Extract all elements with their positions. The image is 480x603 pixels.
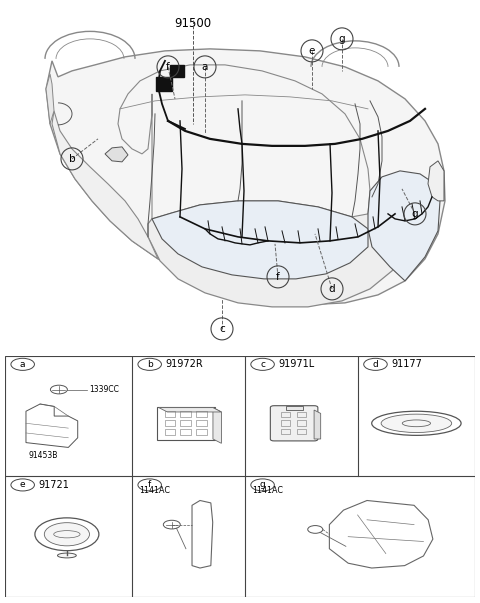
Polygon shape (368, 171, 440, 281)
Text: b: b (147, 360, 153, 369)
Text: d: d (329, 284, 336, 294)
Polygon shape (314, 410, 321, 439)
Bar (156, 77, 172, 91)
Text: 1339CC: 1339CC (89, 385, 120, 394)
Text: e: e (309, 46, 315, 56)
Bar (165, 429, 175, 435)
Circle shape (44, 523, 89, 546)
Text: 1141AC: 1141AC (252, 487, 283, 495)
Bar (286, 406, 302, 409)
Text: 91453B: 91453B (28, 452, 58, 460)
Ellipse shape (58, 553, 76, 558)
Polygon shape (46, 49, 445, 305)
FancyBboxPatch shape (270, 406, 318, 441)
Text: 91972R: 91972R (165, 359, 203, 369)
Polygon shape (118, 65, 370, 219)
Polygon shape (152, 201, 368, 279)
Text: g: g (260, 481, 265, 490)
Bar (170, 65, 184, 77)
Text: g: g (339, 34, 345, 44)
Bar (196, 411, 207, 417)
Polygon shape (46, 74, 54, 124)
Text: a: a (20, 360, 25, 369)
Bar (180, 420, 191, 426)
Bar (281, 429, 290, 434)
Text: 91971L: 91971L (278, 359, 314, 369)
Polygon shape (159, 408, 221, 412)
Text: 1141AC: 1141AC (139, 487, 170, 495)
Bar (281, 412, 290, 417)
Bar (180, 411, 191, 417)
Text: 91500: 91500 (174, 17, 212, 30)
Polygon shape (428, 161, 444, 201)
Text: 91177: 91177 (391, 359, 422, 369)
Bar (297, 429, 306, 434)
Text: f: f (166, 62, 170, 72)
Bar (297, 420, 306, 426)
Ellipse shape (381, 414, 452, 432)
Bar (165, 411, 175, 417)
Polygon shape (105, 147, 128, 162)
Bar (281, 420, 290, 426)
Text: g: g (412, 209, 418, 219)
Text: e: e (20, 481, 25, 490)
Bar (196, 420, 207, 426)
Polygon shape (213, 408, 221, 443)
Bar (196, 429, 207, 435)
Polygon shape (148, 187, 405, 307)
Polygon shape (52, 111, 158, 259)
Text: 91721: 91721 (38, 480, 69, 490)
Bar (180, 429, 191, 435)
Text: d: d (372, 360, 378, 369)
Text: a: a (202, 62, 208, 72)
Text: b: b (69, 154, 75, 164)
Bar (165, 420, 175, 426)
Text: c: c (219, 324, 225, 334)
Text: c: c (260, 360, 265, 369)
Text: f: f (148, 481, 151, 490)
Bar (297, 412, 306, 417)
Text: f: f (276, 272, 280, 282)
